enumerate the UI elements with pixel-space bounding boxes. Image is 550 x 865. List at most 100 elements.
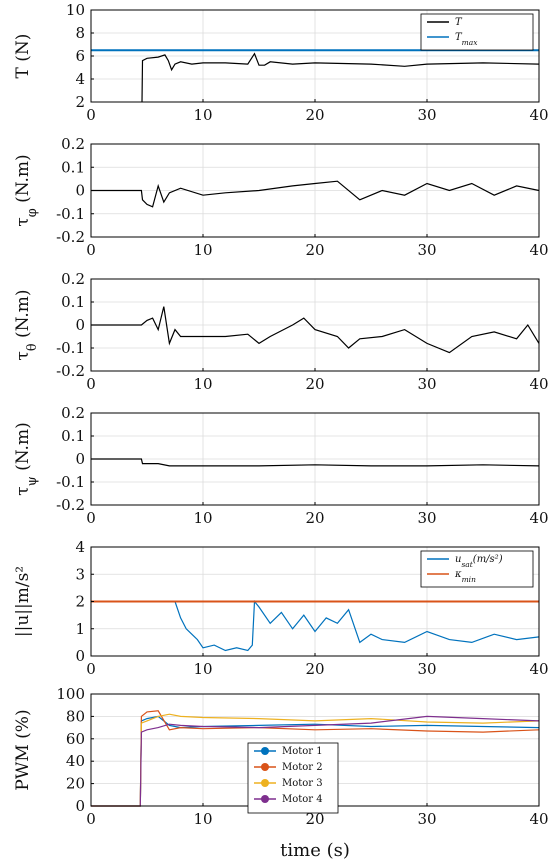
x-tick-label: 10 <box>193 810 212 828</box>
legend-marker <box>261 795 269 803</box>
x-tick-label: 40 <box>529 810 548 828</box>
y-tick-label: -0.1 <box>56 473 85 491</box>
y-axis-label: PWM (%) <box>13 709 33 790</box>
series-line-motor-3 <box>91 713 540 807</box>
y-axis-label: τθ (N.m) <box>13 289 40 360</box>
x-tick-label: 40 <box>529 660 548 678</box>
series-line-motor-4 <box>91 715 540 807</box>
series-line-t <box>141 52 540 103</box>
legend-marker <box>261 747 269 755</box>
y-axis-label: T (N) <box>13 34 33 79</box>
y-tick-label: 2 <box>75 593 85 611</box>
x-tick-label: 20 <box>305 375 324 393</box>
series-line-motor-2 <box>91 710 540 807</box>
chart-panel-3: 0 10 20 30 40-0.2-0.100.10.2τθ (N.m) <box>13 270 549 393</box>
y-tick-label: 6 <box>75 47 85 65</box>
x-tick-label: 20 <box>305 106 324 124</box>
y-tick-label: 0.1 <box>61 158 85 176</box>
x-tick-label: 10 <box>193 660 212 678</box>
legend-entry: Motor 2 <box>282 762 323 773</box>
chart-panel-5: 0 10 20 30 40 0 1 2 3 4 ||u||m/s² usat(m/s²)κmin <box>13 538 549 678</box>
y-tick-label: 60 <box>66 730 85 748</box>
y-tick-label: 8 <box>75 24 85 42</box>
y-tick-label: 0 <box>75 647 85 665</box>
x-tick-label: 0 <box>86 509 96 527</box>
x-tick-label: 0 <box>86 660 96 678</box>
y-tick-label: 3 <box>75 565 85 583</box>
x-tick-label: 30 <box>417 660 436 678</box>
x-tick-label: 30 <box>417 375 436 393</box>
x-tick-label: 20 <box>305 660 324 678</box>
y-tick-label: -0.2 <box>56 362 85 380</box>
chart-panel-2: 0 10 20 30 40-0.2-0.100.10.2τφ (N.m) <box>13 135 549 259</box>
x-tick-label: 0 <box>86 375 96 393</box>
x-tick-label: 40 <box>529 106 548 124</box>
y-tick-label: 0 <box>75 797 85 815</box>
y-tick-label: -0.1 <box>56 205 85 223</box>
y-tick-label: 4 <box>75 70 85 88</box>
series-line-u-sat-m-s- <box>167 599 540 652</box>
legend-marker <box>261 779 269 787</box>
x-tick-label: 30 <box>417 810 436 828</box>
y-axis-label: τψ (N.m) <box>13 422 40 495</box>
x-tick-label: 0 <box>86 106 96 124</box>
x-tick-label: 0 <box>86 241 96 259</box>
y-tick-label: 1 <box>75 620 85 638</box>
legend-entry: Tmax <box>455 32 478 47</box>
y-tick-label: 0.2 <box>61 270 85 288</box>
y-tick-label: -0.2 <box>56 228 85 246</box>
legend-entry: T <box>455 17 463 28</box>
y-tick-label: 80 <box>66 707 85 725</box>
chart-panel-1: 0 10 20 30 40 2 4 6 8 10 T (N) T Tmax <box>13 1 549 124</box>
x-tick-label: 0 <box>86 810 96 828</box>
legend-entry: Motor 3 <box>282 778 323 789</box>
y-tick-label: -0.1 <box>56 339 85 357</box>
x-axis-label: time (s) <box>280 840 350 861</box>
series-line-signal <box>91 306 540 354</box>
legend: T Tmax <box>420 13 534 51</box>
y-tick-label: 40 <box>66 752 85 770</box>
y-tick-label: 0.2 <box>61 135 85 153</box>
x-tick-label: 10 <box>193 241 212 259</box>
legend-marker <box>261 763 269 771</box>
y-tick-label: -0.2 <box>56 496 85 514</box>
x-tick-label: 10 <box>193 375 212 393</box>
y-axis-label: τφ (N.m) <box>13 154 40 226</box>
y-tick-label: 0 <box>75 316 85 334</box>
series-line-signal <box>91 180 540 208</box>
legend-box <box>420 13 534 51</box>
x-tick-label: 20 <box>305 810 324 828</box>
x-tick-label: 40 <box>529 509 548 527</box>
series-line-motor-1 <box>91 715 540 807</box>
y-tick-label: 10 <box>66 1 85 19</box>
y-axis-label: ||u||m/s² <box>13 566 33 637</box>
legend-box <box>420 550 534 588</box>
legend-entry: κmin <box>454 569 476 584</box>
y-tick-label: 20 <box>66 775 85 793</box>
legend: usat(m/s²)κmin <box>420 550 534 588</box>
x-tick-label: 30 <box>417 106 436 124</box>
x-tick-label: 10 <box>193 106 212 124</box>
y-tick-label: 2 <box>75 93 85 111</box>
series-line-signal <box>91 458 540 467</box>
legend-entry: Motor 4 <box>282 794 323 805</box>
x-tick-label: 10 <box>193 509 212 527</box>
y-tick-label: 4 <box>75 538 85 556</box>
y-tick-label: 0.2 <box>61 404 85 422</box>
legend-entry: usat(m/s²) <box>455 554 503 569</box>
x-tick-label: 40 <box>529 375 548 393</box>
x-tick-label: 30 <box>417 509 436 527</box>
x-tick-label: 40 <box>529 241 548 259</box>
y-tick-label: 0 <box>75 450 85 468</box>
x-tick-label: 30 <box>417 241 436 259</box>
chart-panel-4: 0 10 20 30 40-0.2-0.100.10.2τψ (N.m) <box>13 404 549 527</box>
legend-entry: Motor 1 <box>282 746 323 757</box>
y-tick-label: 0.1 <box>61 427 85 445</box>
y-tick-label: 0 <box>75 182 85 200</box>
legend: Motor 1 Motor 2 Motor 3 Motor 4 <box>247 742 339 814</box>
x-tick-label: 20 <box>305 509 324 527</box>
y-tick-label: 100 <box>56 685 85 703</box>
y-tick-label: 0.1 <box>61 293 85 311</box>
